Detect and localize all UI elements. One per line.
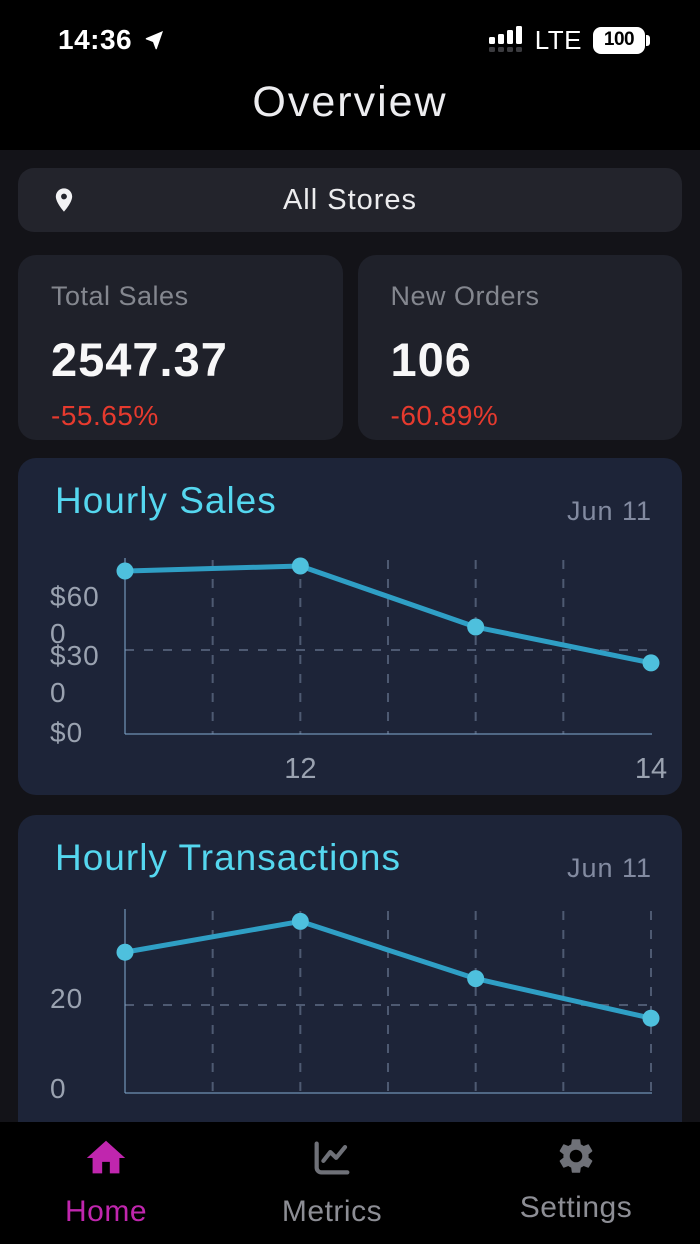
svg-text:12: 12 bbox=[284, 753, 316, 785]
new-orders-card: New Orders 106 -60.89% bbox=[357, 255, 682, 440]
location-pin-icon bbox=[50, 186, 78, 219]
svg-text:20: 20 bbox=[50, 983, 83, 1014]
stat-label: New Orders bbox=[390, 281, 540, 311]
status-right-cluster: LTE 100 bbox=[488, 24, 650, 57]
svg-text:0: 0 bbox=[50, 1073, 67, 1104]
page-title: Overview bbox=[252, 78, 448, 126]
nav-label: Metrics bbox=[281, 1195, 383, 1228]
svg-text:$600: $60 0 bbox=[50, 581, 100, 649]
hourly-transactions-chart: 20 0 bbox=[50, 909, 660, 1104]
hourly-transactions-card: 20 0 Hourly Transactions Jun 11 bbox=[18, 815, 682, 1122]
store-selector-label: All Stores bbox=[282, 183, 418, 216]
bottom-nav-bar: Home Metrics Settings bbox=[0, 1122, 700, 1244]
stats-row: Total Sales 2547.37 -55.65% New Orders 1… bbox=[18, 255, 682, 440]
status-bar: 14:36 LTE 100 bbox=[0, 0, 700, 66]
stat-change-badge: -55.65% bbox=[51, 400, 159, 431]
chart-title: Hourly Transactions bbox=[55, 837, 401, 878]
chart-date-label: Jun 11 bbox=[566, 496, 652, 526]
stat-value: 106 bbox=[390, 333, 472, 386]
stat-value: 2547.37 bbox=[51, 333, 228, 386]
chart-title: Hourly Sales bbox=[55, 480, 277, 521]
hourly-sales-card: $60 0 $30 0 $0 12 14 Hourly Sales Jun 11 bbox=[18, 458, 682, 795]
hourly-sales-chart: $60 0$30 0 $0 12 14 bbox=[50, 557, 667, 785]
signal-bars-icon bbox=[488, 24, 524, 57]
network-type-label: LTE bbox=[534, 24, 582, 55]
home-icon bbox=[83, 1135, 129, 1186]
store-selector-button[interactable]: All Stores bbox=[18, 168, 682, 232]
battery-nub bbox=[646, 34, 650, 46]
battery-level: 100 bbox=[603, 29, 635, 50]
nav-item-settings[interactable]: Settings bbox=[452, 1122, 700, 1244]
nav-label: Settings bbox=[519, 1191, 633, 1224]
stat-change-badge: -60.89% bbox=[390, 400, 499, 431]
nav-item-metrics[interactable]: Metrics bbox=[212, 1122, 452, 1244]
stat-label: Total Sales bbox=[51, 281, 189, 311]
svg-text:$300: $30 0 bbox=[50, 640, 100, 708]
location-arrow-icon bbox=[142, 28, 166, 52]
clock: 14:36 bbox=[58, 24, 133, 55]
nav-item-home[interactable]: Home bbox=[0, 1122, 212, 1244]
total-sales-card: Total Sales 2547.37 -55.65% bbox=[18, 255, 343, 440]
nav-label: Home bbox=[64, 1195, 148, 1228]
battery-body: 100 bbox=[593, 26, 645, 54]
svg-text:$0: $0 bbox=[50, 717, 83, 748]
settings-icon bbox=[555, 1135, 597, 1182]
metrics-icon bbox=[309, 1135, 355, 1186]
battery-icon: 100 bbox=[593, 26, 650, 54]
chart-date-label: Jun 11 bbox=[566, 853, 652, 883]
svg-text:14: 14 bbox=[635, 753, 667, 785]
main-content: All Stores Total Sales 2547.37 -55.65% N… bbox=[0, 150, 700, 1122]
